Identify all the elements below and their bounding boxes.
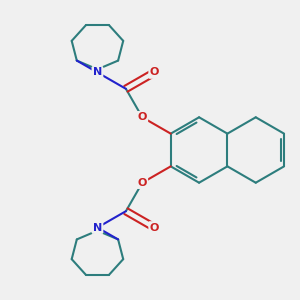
Text: O: O xyxy=(150,68,159,77)
Text: O: O xyxy=(138,178,147,188)
Text: O: O xyxy=(138,112,147,122)
Text: O: O xyxy=(150,223,159,232)
Text: O: O xyxy=(138,112,147,122)
Text: N: N xyxy=(93,68,102,77)
Text: N: N xyxy=(93,68,102,77)
Text: O: O xyxy=(150,223,159,232)
Text: O: O xyxy=(150,68,159,77)
Text: N: N xyxy=(93,223,102,232)
Text: N: N xyxy=(93,223,102,232)
Text: O: O xyxy=(138,178,147,188)
